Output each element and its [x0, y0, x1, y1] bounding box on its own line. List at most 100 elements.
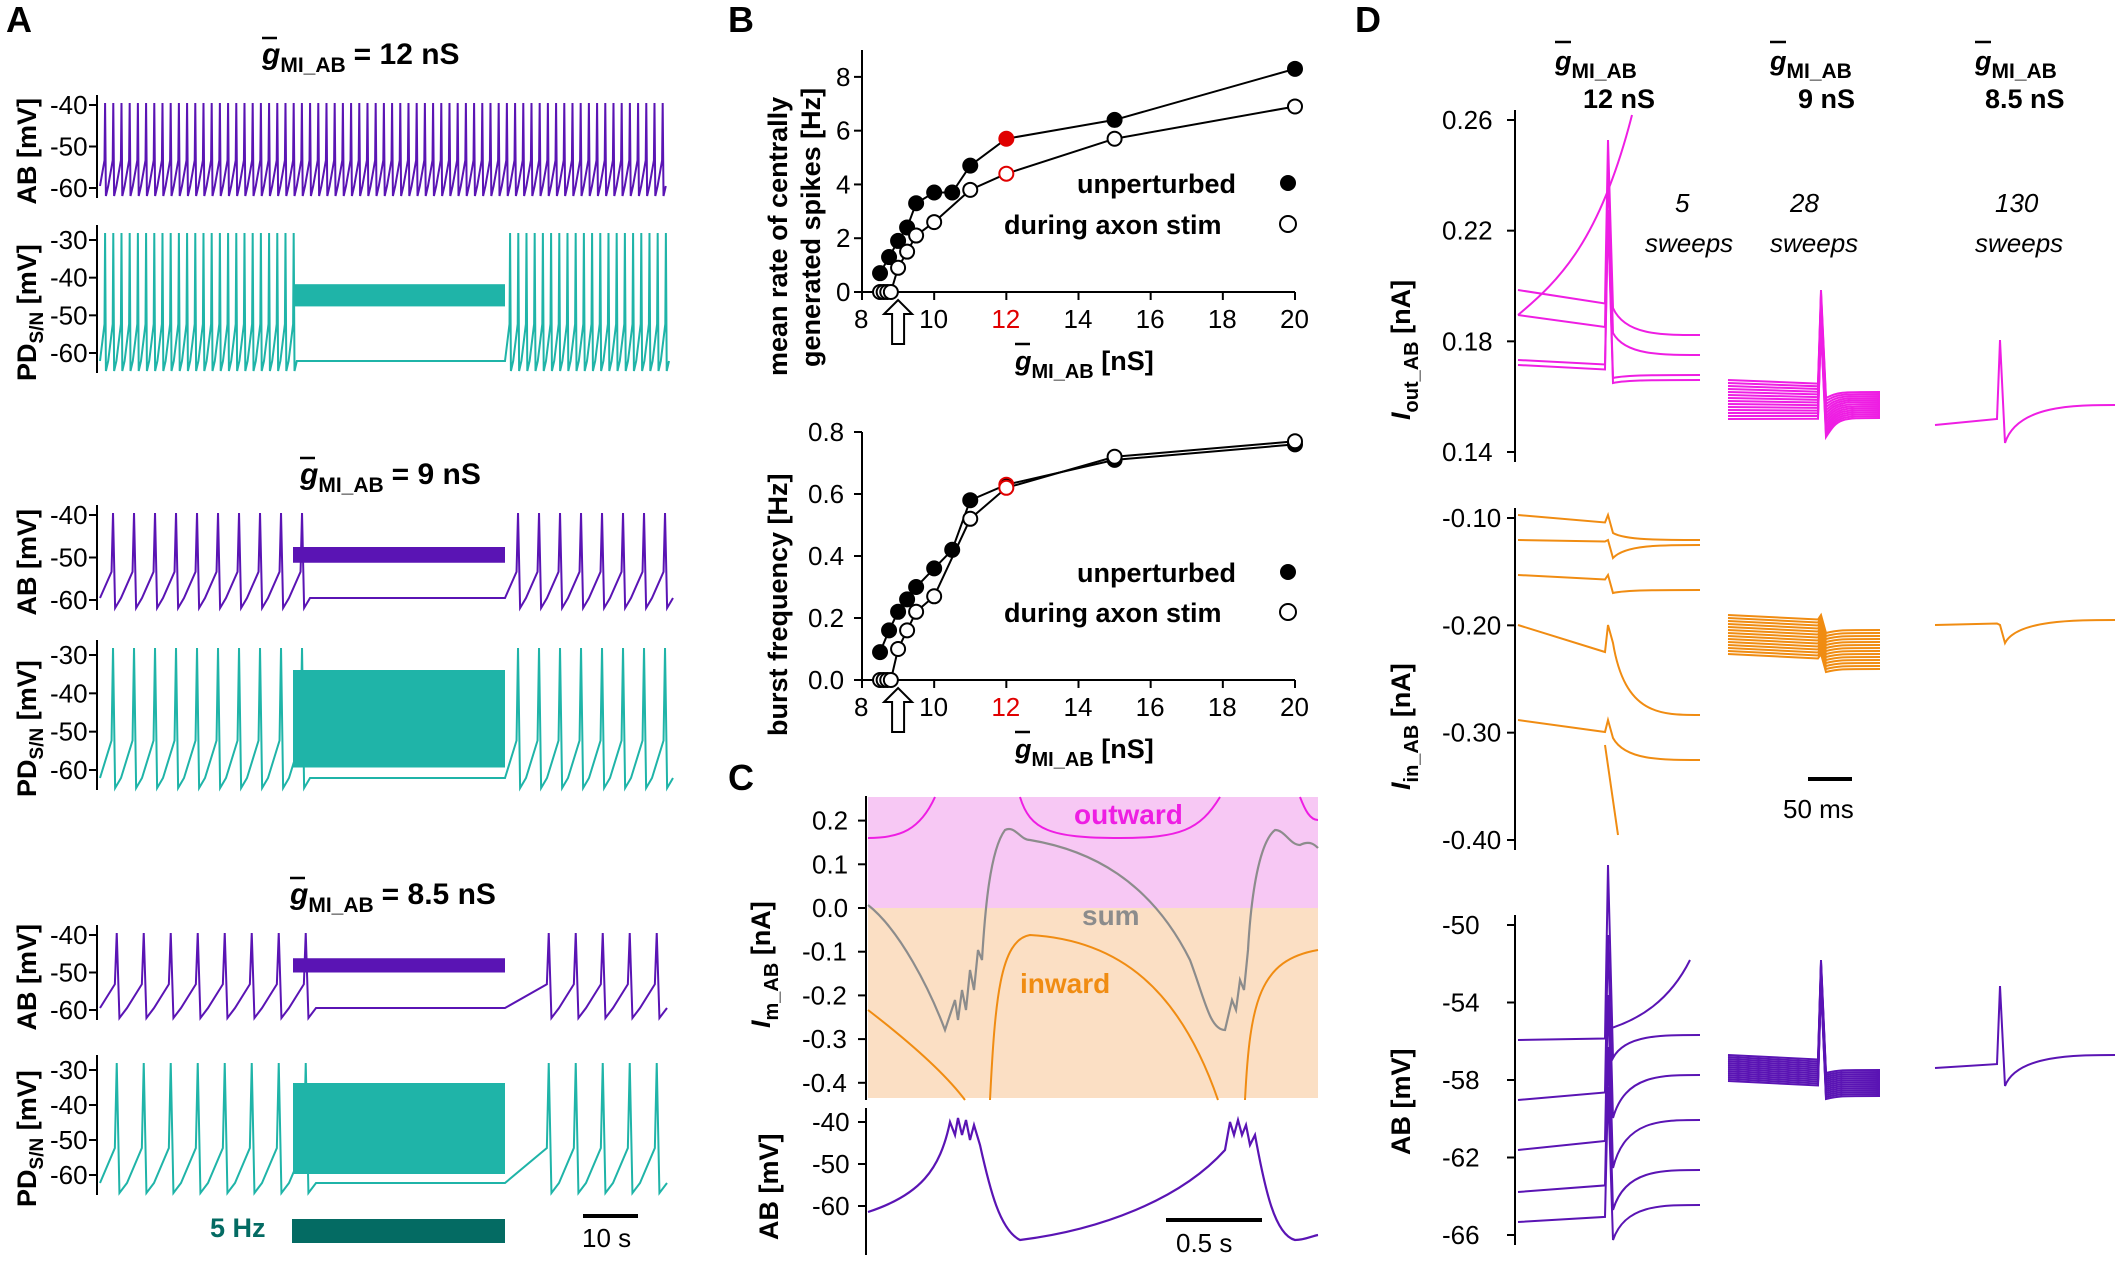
current-tick-label: -0.1 — [802, 937, 847, 967]
point-unperturbed — [872, 644, 889, 661]
in-sweep-12 — [1517, 624, 1701, 716]
point-stim — [1106, 448, 1123, 465]
point-stim — [962, 181, 979, 198]
out-sweep-9 — [1727, 289, 1881, 400]
y-axis-label: burst frequency [Hz] — [763, 473, 793, 736]
outward-label: outward — [1074, 799, 1183, 830]
point-unperturbed — [1287, 60, 1303, 77]
ab-sweep-12 — [1517, 1086, 1701, 1241]
ab-sweep-12 — [1517, 864, 1701, 1062]
point-stim — [908, 227, 925, 244]
tick-label: 0.26 — [1442, 105, 1493, 135]
stim-bar — [292, 1219, 505, 1243]
inward-label: inward — [1020, 968, 1110, 999]
point-stim — [998, 479, 1015, 496]
point-unperturbed — [881, 622, 898, 639]
legend-marker-filled — [1280, 175, 1296, 191]
panel-a-group-0: -40 -50 -60 -30 -40 -50 -60 AB [mV] PDS/N [mV] — [12, 90, 670, 381]
out-sweep-9 — [1727, 298, 1881, 409]
y-tick-label: 0.2 — [808, 603, 844, 633]
out-sweep-9 — [1727, 322, 1881, 434]
column-value: 8.5 nS — [1985, 84, 2065, 114]
x-axis-label: gMI_AB [nS] — [1014, 346, 1154, 383]
tick-label: 0.18 — [1442, 326, 1493, 356]
point-unperturbed — [872, 265, 889, 282]
point-stim — [926, 588, 943, 605]
x-tick-label: 14 — [1064, 692, 1093, 722]
point-unperturbed — [908, 579, 925, 595]
ab-axis-label: AB [mV] — [12, 924, 42, 1031]
point-unperturbed — [1106, 111, 1123, 128]
ab-sweep-9 — [1727, 959, 1881, 1075]
in-sweep-12 — [1517, 511, 1701, 541]
voltage-tick-label: -60 — [812, 1191, 850, 1221]
outward-current-traces — [1517, 114, 2116, 444]
out-sweep-9 — [1727, 328, 1881, 441]
axis-label: Iin_AB [nA] — [1386, 663, 1423, 790]
y-axis-label-1: mean rate of centrally — [763, 97, 793, 376]
stim-label: 5 Hz — [210, 1213, 266, 1243]
in-sweep-12 — [1517, 716, 1701, 761]
sweeps-label: sweeps — [1770, 228, 1858, 258]
in-sweep-85 — [1934, 619, 2116, 646]
pd-axis-label: PDS/N [mV] — [12, 660, 48, 797]
current-tick-label: -0.3 — [802, 1024, 847, 1054]
x-tick-label: 16 — [1136, 304, 1165, 334]
in-sweep-12 — [1517, 572, 1701, 595]
column-header-2: gMI_AB8.5 nS 130 sweeps — [1974, 40, 2065, 258]
tick-label: -50 — [1442, 910, 1480, 940]
point-unperturbed — [926, 560, 943, 577]
panel-d-letter: D — [1355, 0, 1381, 40]
current-tick-label: -0.2 — [802, 980, 847, 1010]
point-stim — [899, 243, 916, 260]
tick-label: 0.22 — [1442, 216, 1493, 246]
current-tick-label: -0.4 — [802, 1068, 847, 1098]
y-tick-label: 0.6 — [808, 479, 844, 509]
x-tick-label: 10 — [919, 304, 948, 334]
tick-label: -58 — [1442, 1065, 1480, 1095]
current-tick-label: 0.2 — [812, 806, 848, 836]
column-value: 12 nS — [1583, 84, 1655, 114]
pd-tick-label: -60 — [50, 1160, 88, 1190]
ab-tick-label: -50 — [50, 958, 88, 988]
point-stim — [1106, 130, 1123, 147]
voltage-axis-label: AB [mV] — [754, 1134, 784, 1241]
point-unperturbed — [890, 232, 907, 249]
in-sweep-12 — [1517, 538, 1701, 560]
legend-unperturbed: unperturbed — [1077, 558, 1236, 588]
point-unperturbed — [890, 603, 907, 620]
panel-c: C 0.2 0.1 0.0 -0.1 -0.2 -0.3 -0.4 Im_AB [nA] -40… — [728, 757, 1319, 1258]
pd-trace-stim-block — [293, 670, 505, 768]
legend-stim: during axon stim — [1004, 598, 1222, 628]
legend-marker-filled — [1280, 564, 1296, 580]
y-axis-label-2: generated spikes [Hz] — [796, 88, 826, 367]
ab-sweep-85 — [1934, 985, 2116, 1087]
pd-axis-label: PDS/N [mV] — [12, 1070, 48, 1207]
sum-label: sum — [1082, 900, 1140, 931]
ab-tick-label: -60 — [50, 173, 88, 203]
ab-tick-label: -60 — [50, 585, 88, 615]
x-tick-label: 8 — [854, 692, 868, 722]
panel-a-group-2: -40 -50 -60 -30 -40 -50 -60 AB [mV] PDS/N [mV] — [12, 920, 668, 1207]
out-sweep-12-escape — [1517, 114, 1633, 316]
tick-label: -0.20 — [1442, 610, 1501, 640]
point-unperturbed — [998, 130, 1015, 147]
x-tick-label: 14 — [1064, 304, 1093, 334]
sweeps-label: sweeps — [1645, 228, 1733, 258]
panel-d-scale-label: 50 ms — [1783, 794, 1854, 824]
sweeps-count: 28 — [1789, 188, 1819, 218]
current-axis-label: Im_AB [nA] — [746, 901, 783, 1028]
panel-a-title-9: gMI_AB = 9 nS — [299, 458, 481, 497]
point-unperturbed — [926, 184, 943, 201]
panel-a-scale-label: 10 s — [582, 1223, 631, 1253]
panel-c-letter: C — [728, 757, 754, 798]
panel-b-charts: 0 2 4 6 8 8 10 12 14 16 18 20 mean rate of centrally… — [763, 50, 1309, 771]
ab-trace — [99, 512, 674, 612]
out-sweep-85 — [1934, 339, 2116, 444]
panel-a-letter: A — [6, 0, 32, 40]
tick-label: 0.14 — [1442, 437, 1493, 467]
ab-trace-stim-block — [293, 547, 505, 563]
